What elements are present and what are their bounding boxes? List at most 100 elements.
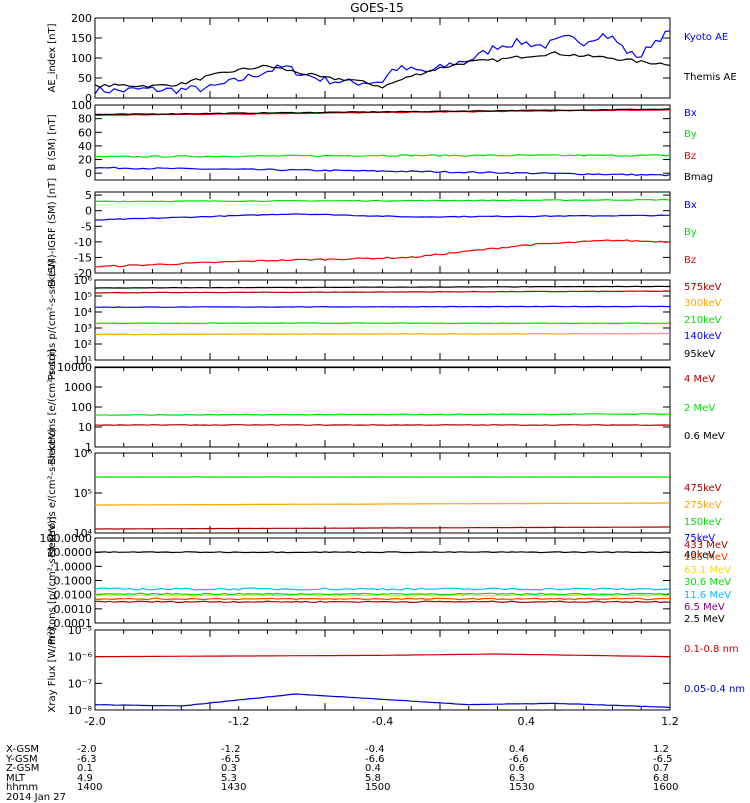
legend-entry: 4 MeV bbox=[684, 374, 715, 385]
y-tick-label: 100 bbox=[71, 401, 92, 414]
y-tick-label: 50 bbox=[78, 72, 92, 85]
ephemeris-value: 1430 bbox=[221, 783, 246, 793]
legend-entry: Bx bbox=[684, 200, 697, 211]
y-axis-label: AE_index [nT] bbox=[47, 23, 58, 92]
legend-entry: 575keV bbox=[684, 282, 722, 293]
y-tick-label: 1.0000 bbox=[54, 560, 93, 573]
panel-frame bbox=[95, 630, 670, 710]
panel-frame bbox=[95, 192, 670, 273]
series-line bbox=[95, 214, 670, 220]
y-tick-label: 10³ bbox=[74, 322, 92, 335]
y-tick-label: 5 bbox=[85, 189, 92, 202]
series-line bbox=[95, 333, 670, 334]
series-line bbox=[95, 414, 670, 416]
series-line bbox=[95, 240, 670, 267]
date-label: 2014 Jan 27 bbox=[6, 793, 66, 803]
y-tick-label: 40 bbox=[78, 140, 92, 153]
x-tick-label: 1.2 bbox=[661, 715, 679, 728]
x-tick-label: 0.4 bbox=[518, 715, 536, 728]
legend-entry: 2.5 MeV bbox=[684, 614, 725, 625]
y-tick-label: 0 bbox=[85, 167, 92, 180]
legend-entry: 150keV bbox=[684, 517, 722, 528]
y-tick-label: 80 bbox=[78, 113, 92, 126]
series-line bbox=[95, 306, 670, 307]
series-line bbox=[95, 694, 670, 707]
y-tick-label: 10⁻⁷ bbox=[68, 677, 92, 690]
y-tick-label: 0 bbox=[85, 205, 92, 218]
series-line bbox=[95, 552, 670, 553]
series-line bbox=[95, 31, 670, 94]
series-line bbox=[95, 425, 670, 426]
legend-entry: 433 MeV bbox=[684, 540, 728, 551]
legend-entry: 300keV bbox=[684, 298, 722, 309]
legend-entry: 30.6 MeV bbox=[684, 577, 731, 588]
y-tick-label: 100 bbox=[71, 52, 92, 65]
y-tick-label: 200 bbox=[71, 12, 92, 25]
y-tick-label: 10⁻⁵ bbox=[68, 624, 92, 637]
y-axis-label: B (SM) [nT] bbox=[47, 114, 58, 170]
ephemeris-value: 1400 bbox=[77, 783, 102, 793]
y-axis-label: Xray Flux [W/m²] bbox=[47, 627, 58, 712]
y-tick-label: 20 bbox=[78, 154, 92, 167]
series-line bbox=[95, 286, 670, 288]
y-tick-label: 10 bbox=[78, 421, 92, 434]
y-tick-label: 0.1000 bbox=[54, 575, 93, 588]
y-tick-label: 10⁶ bbox=[74, 274, 93, 287]
legend-entry: 95keV bbox=[684, 349, 715, 360]
series-line bbox=[95, 503, 670, 505]
y-tick-label: 60 bbox=[78, 126, 92, 139]
y-tick-label: 10⁵ bbox=[74, 487, 92, 500]
y-tick-label: 10² bbox=[74, 338, 92, 351]
panel-frame bbox=[95, 105, 670, 180]
legend-entry: By bbox=[684, 129, 697, 140]
legend-entry: Themis AE bbox=[683, 72, 737, 83]
y-tick-label: 0.0100 bbox=[54, 589, 93, 602]
x-tick-label: -0.4 bbox=[372, 715, 393, 728]
legend-entry: 165 MeV bbox=[684, 552, 728, 563]
legend-entry: 2 MeV bbox=[684, 403, 715, 414]
ephemeris-value: 1600 bbox=[653, 783, 678, 793]
ephemeris-value: 1500 bbox=[365, 783, 390, 793]
series-line bbox=[95, 167, 670, 176]
panel-frame bbox=[95, 453, 670, 533]
series-line bbox=[95, 109, 670, 115]
y-tick-label: -10 bbox=[74, 236, 92, 249]
legend-entry: 0.6 MeV bbox=[684, 431, 725, 442]
ephemeris-label: hhmm bbox=[6, 782, 38, 793]
series-line bbox=[95, 527, 670, 529]
legend-entry: By bbox=[684, 227, 697, 238]
series-line bbox=[95, 593, 670, 594]
legend-entry: 0.05-0.4 nm bbox=[684, 684, 745, 695]
series-line bbox=[95, 200, 670, 202]
y-tick-label: 150 bbox=[71, 32, 92, 45]
y-tick-label: 1000 bbox=[64, 381, 92, 394]
y-tick-label: 10⁴ bbox=[74, 306, 93, 319]
legend-entry: Bz bbox=[684, 151, 696, 162]
y-tick-label: 10⁶ bbox=[74, 447, 93, 460]
y-tick-label: 10⁵ bbox=[74, 290, 92, 303]
legend-entry: Bx bbox=[684, 108, 697, 119]
series-line bbox=[95, 588, 670, 590]
y-tick-label: 0.0010 bbox=[54, 603, 93, 616]
y-tick-label: 10000 bbox=[57, 361, 92, 374]
legend-entry: 140keV bbox=[684, 331, 722, 342]
y-tick-label: -15 bbox=[74, 251, 92, 264]
panel-frame bbox=[95, 538, 670, 623]
legend-entry: Kyoto AE bbox=[684, 32, 728, 43]
legend-entry: 275keV bbox=[684, 500, 722, 511]
panel-frame bbox=[95, 18, 670, 98]
legend-entry: 475keV bbox=[684, 483, 722, 494]
legend-entry: 6.5 MeV bbox=[684, 602, 725, 613]
legend-entry: 63.1 MeV bbox=[684, 565, 731, 576]
panel-frame bbox=[95, 367, 670, 447]
series-line bbox=[95, 155, 670, 158]
legend-entry: Bmag bbox=[684, 172, 713, 183]
legend-entry: 210keV bbox=[684, 315, 722, 326]
y-axis-label: Protons [p/(cm²-s-sr-keV)] bbox=[47, 516, 58, 644]
x-tick-label: -2.0 bbox=[84, 715, 105, 728]
y-tick-label: 100 bbox=[71, 99, 92, 112]
legend-entry: Bz bbox=[684, 255, 696, 266]
ephemeris-value: 1530 bbox=[509, 783, 534, 793]
legend-entry: 11.6 MeV bbox=[684, 590, 731, 601]
